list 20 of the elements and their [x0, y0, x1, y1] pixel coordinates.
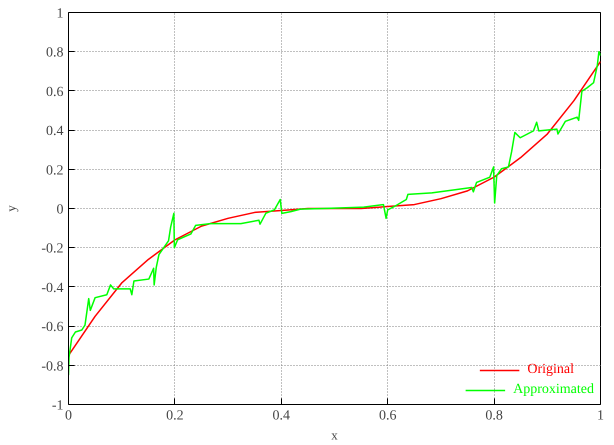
- x-tick-label: 0.6: [378, 408, 396, 424]
- x-axis-title: x: [331, 428, 338, 442]
- y-tick-label: -0.4: [41, 280, 64, 296]
- y-tick-label: 0.2: [46, 163, 64, 178]
- x-tick-label: 1: [597, 408, 604, 424]
- y-tick-label: 0.4: [46, 124, 64, 140]
- y-axis-title: y: [3, 204, 18, 212]
- y-tick-label: -0.8: [41, 359, 64, 374]
- x-tick-label: 0.4: [272, 408, 290, 424]
- y-tick-label: 0.8: [46, 46, 64, 61]
- y-tick-label: 0.6: [46, 84, 64, 100]
- y-tick-label: 0: [56, 202, 64, 218]
- y-tick-label: -0.6: [41, 320, 64, 336]
- x-tick-label: 0.2: [166, 408, 184, 424]
- y-tick-label: 1: [56, 6, 64, 22]
- legend-label: Original: [527, 362, 574, 378]
- y-tick-label: -0.2: [41, 242, 64, 257]
- legend-label: Approximated: [513, 382, 594, 398]
- x-tick-label: 0.8: [485, 408, 503, 424]
- y-tick-label: -1: [52, 398, 64, 414]
